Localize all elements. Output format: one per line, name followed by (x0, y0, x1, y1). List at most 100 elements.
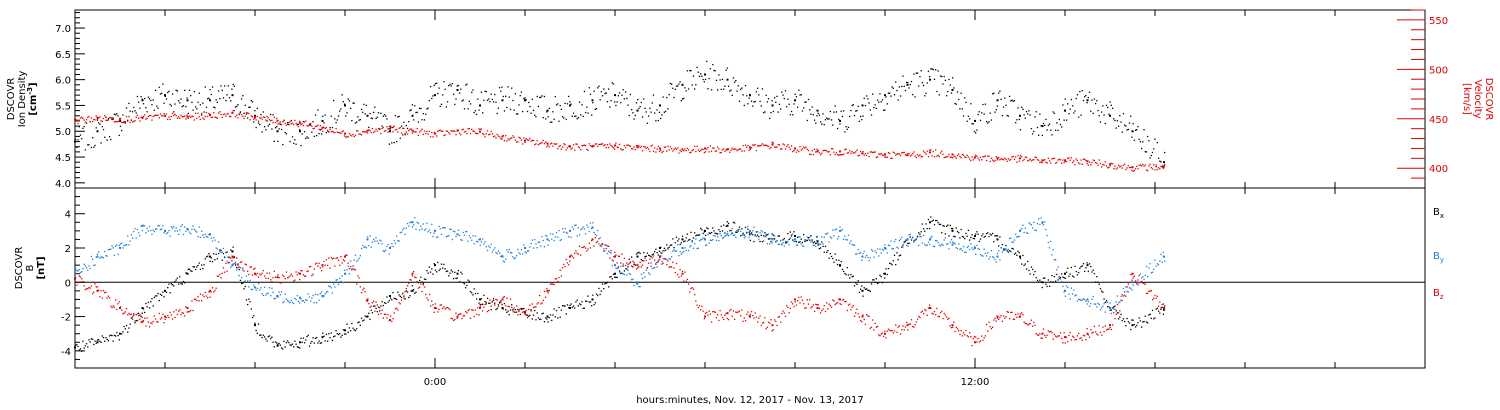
bz-series-sample (1011, 311, 1013, 313)
bz-series-sample (801, 299, 804, 301)
velocity-series-sample (932, 150, 934, 153)
velocity-series-sample (354, 134, 357, 136)
density-series-sample (978, 111, 980, 113)
density-series-sample (526, 110, 529, 113)
bz-series-sample (123, 312, 125, 314)
bx-series-sample (967, 229, 970, 232)
y-tick-label: 4.5 (55, 153, 71, 164)
density-series-sample (855, 110, 857, 112)
bx-series-sample (571, 306, 573, 309)
bz-series-sample (880, 333, 882, 335)
bz-series-sample (1059, 332, 1062, 334)
bx-series-sample (740, 234, 742, 237)
bx-series-sample (302, 337, 305, 339)
bz-series-sample (592, 238, 594, 240)
bx-series-sample (157, 292, 159, 295)
bz-series-sample (876, 325, 879, 328)
by-series-sample (429, 231, 432, 234)
bz-series-sample (494, 304, 496, 306)
bz-series-point (681, 272, 684, 275)
bx-series-sample (770, 240, 772, 243)
density-series-sample (406, 127, 409, 130)
bz-series-sample (404, 291, 406, 293)
bx-series-sample (397, 291, 399, 293)
bz-series-sample (870, 326, 873, 328)
by-series-sample (714, 235, 716, 237)
bz-series-sample (1038, 334, 1040, 336)
density-series-sample (1097, 109, 1099, 112)
velocity-series-sample (301, 123, 303, 125)
bz-series-sample (989, 326, 991, 328)
by-series-sample (389, 246, 392, 248)
velocity-series-sample (759, 145, 761, 147)
density-series-sample (134, 110, 136, 112)
bx-series-sample (1105, 299, 1108, 302)
density-series-sample (425, 113, 427, 115)
by-series-sample (913, 241, 915, 243)
by-series-sample (639, 286, 641, 288)
bx-series-sample (369, 318, 371, 321)
density-series-sample (100, 142, 102, 144)
velocity-series-sample (799, 146, 801, 148)
bz-series-sample (882, 335, 885, 338)
by-series-sample (200, 230, 203, 232)
density-series-sample (356, 121, 358, 123)
by-series-sample (760, 229, 762, 232)
bz-series-sample (950, 327, 953, 329)
bx-series-sample (866, 288, 868, 290)
by-series-sample (231, 265, 233, 267)
velocity-series-sample (930, 149, 932, 151)
by-series-sample (306, 299, 308, 301)
velocity-series-sample (311, 125, 313, 127)
density-series-sample (859, 115, 862, 118)
by-series-sample (391, 243, 393, 245)
velocity-series-sample (1116, 167, 1119, 169)
bz-series-sample (885, 337, 887, 339)
bx-series-sample (387, 301, 389, 303)
bx-series-sample (276, 342, 278, 344)
bz-series-sample (735, 311, 737, 313)
density-series-sample (474, 110, 477, 112)
velocity-series-sample (753, 144, 755, 147)
by-series-sample (1059, 278, 1062, 280)
bz-series-sample (1030, 319, 1033, 321)
density-series-sample (316, 134, 318, 137)
density-series-sample (772, 110, 775, 113)
bz-series-point (614, 255, 616, 258)
by-series-sample (862, 252, 864, 255)
bx-series-sample (652, 253, 655, 255)
bx-series-sample (428, 266, 431, 268)
velocity-series-sample (591, 145, 593, 147)
velocity-series-sample (1024, 156, 1026, 158)
bz-series-sample (979, 340, 982, 342)
by-series-sample (465, 230, 467, 233)
density-series-sample (443, 80, 445, 83)
bz-series-sample (684, 271, 686, 273)
density-series-sample (215, 99, 217, 101)
bz-series-sample (389, 315, 392, 317)
y2-axis-label-line: [km/s] (1461, 83, 1472, 115)
bz-series-sample (576, 252, 578, 254)
bz-series-sample (560, 275, 563, 277)
density-series-sample (511, 87, 513, 89)
velocity-series-sample (334, 132, 336, 134)
by-series-sample (137, 232, 140, 234)
bz-series-sample (159, 318, 162, 320)
by-series-sample (547, 244, 549, 246)
density-series-point (951, 88, 954, 91)
density-series-sample (890, 95, 892, 97)
velocity-series-sample (878, 153, 880, 155)
bx-series-sample (532, 314, 535, 316)
velocity-series-sample (1144, 164, 1146, 166)
bx-series-sample (148, 307, 151, 309)
by-series-sample (88, 265, 90, 267)
bz-series-sample (445, 307, 447, 309)
density-series-sample (1139, 141, 1142, 143)
by-series-sample (437, 236, 439, 238)
by-series-sample (750, 233, 753, 235)
velocity-series-sample (1143, 165, 1145, 167)
density-series-sample (840, 110, 842, 112)
velocity-series-sample (77, 122, 79, 125)
bx-series-sample (78, 349, 80, 351)
bx-series-sample (232, 246, 234, 248)
